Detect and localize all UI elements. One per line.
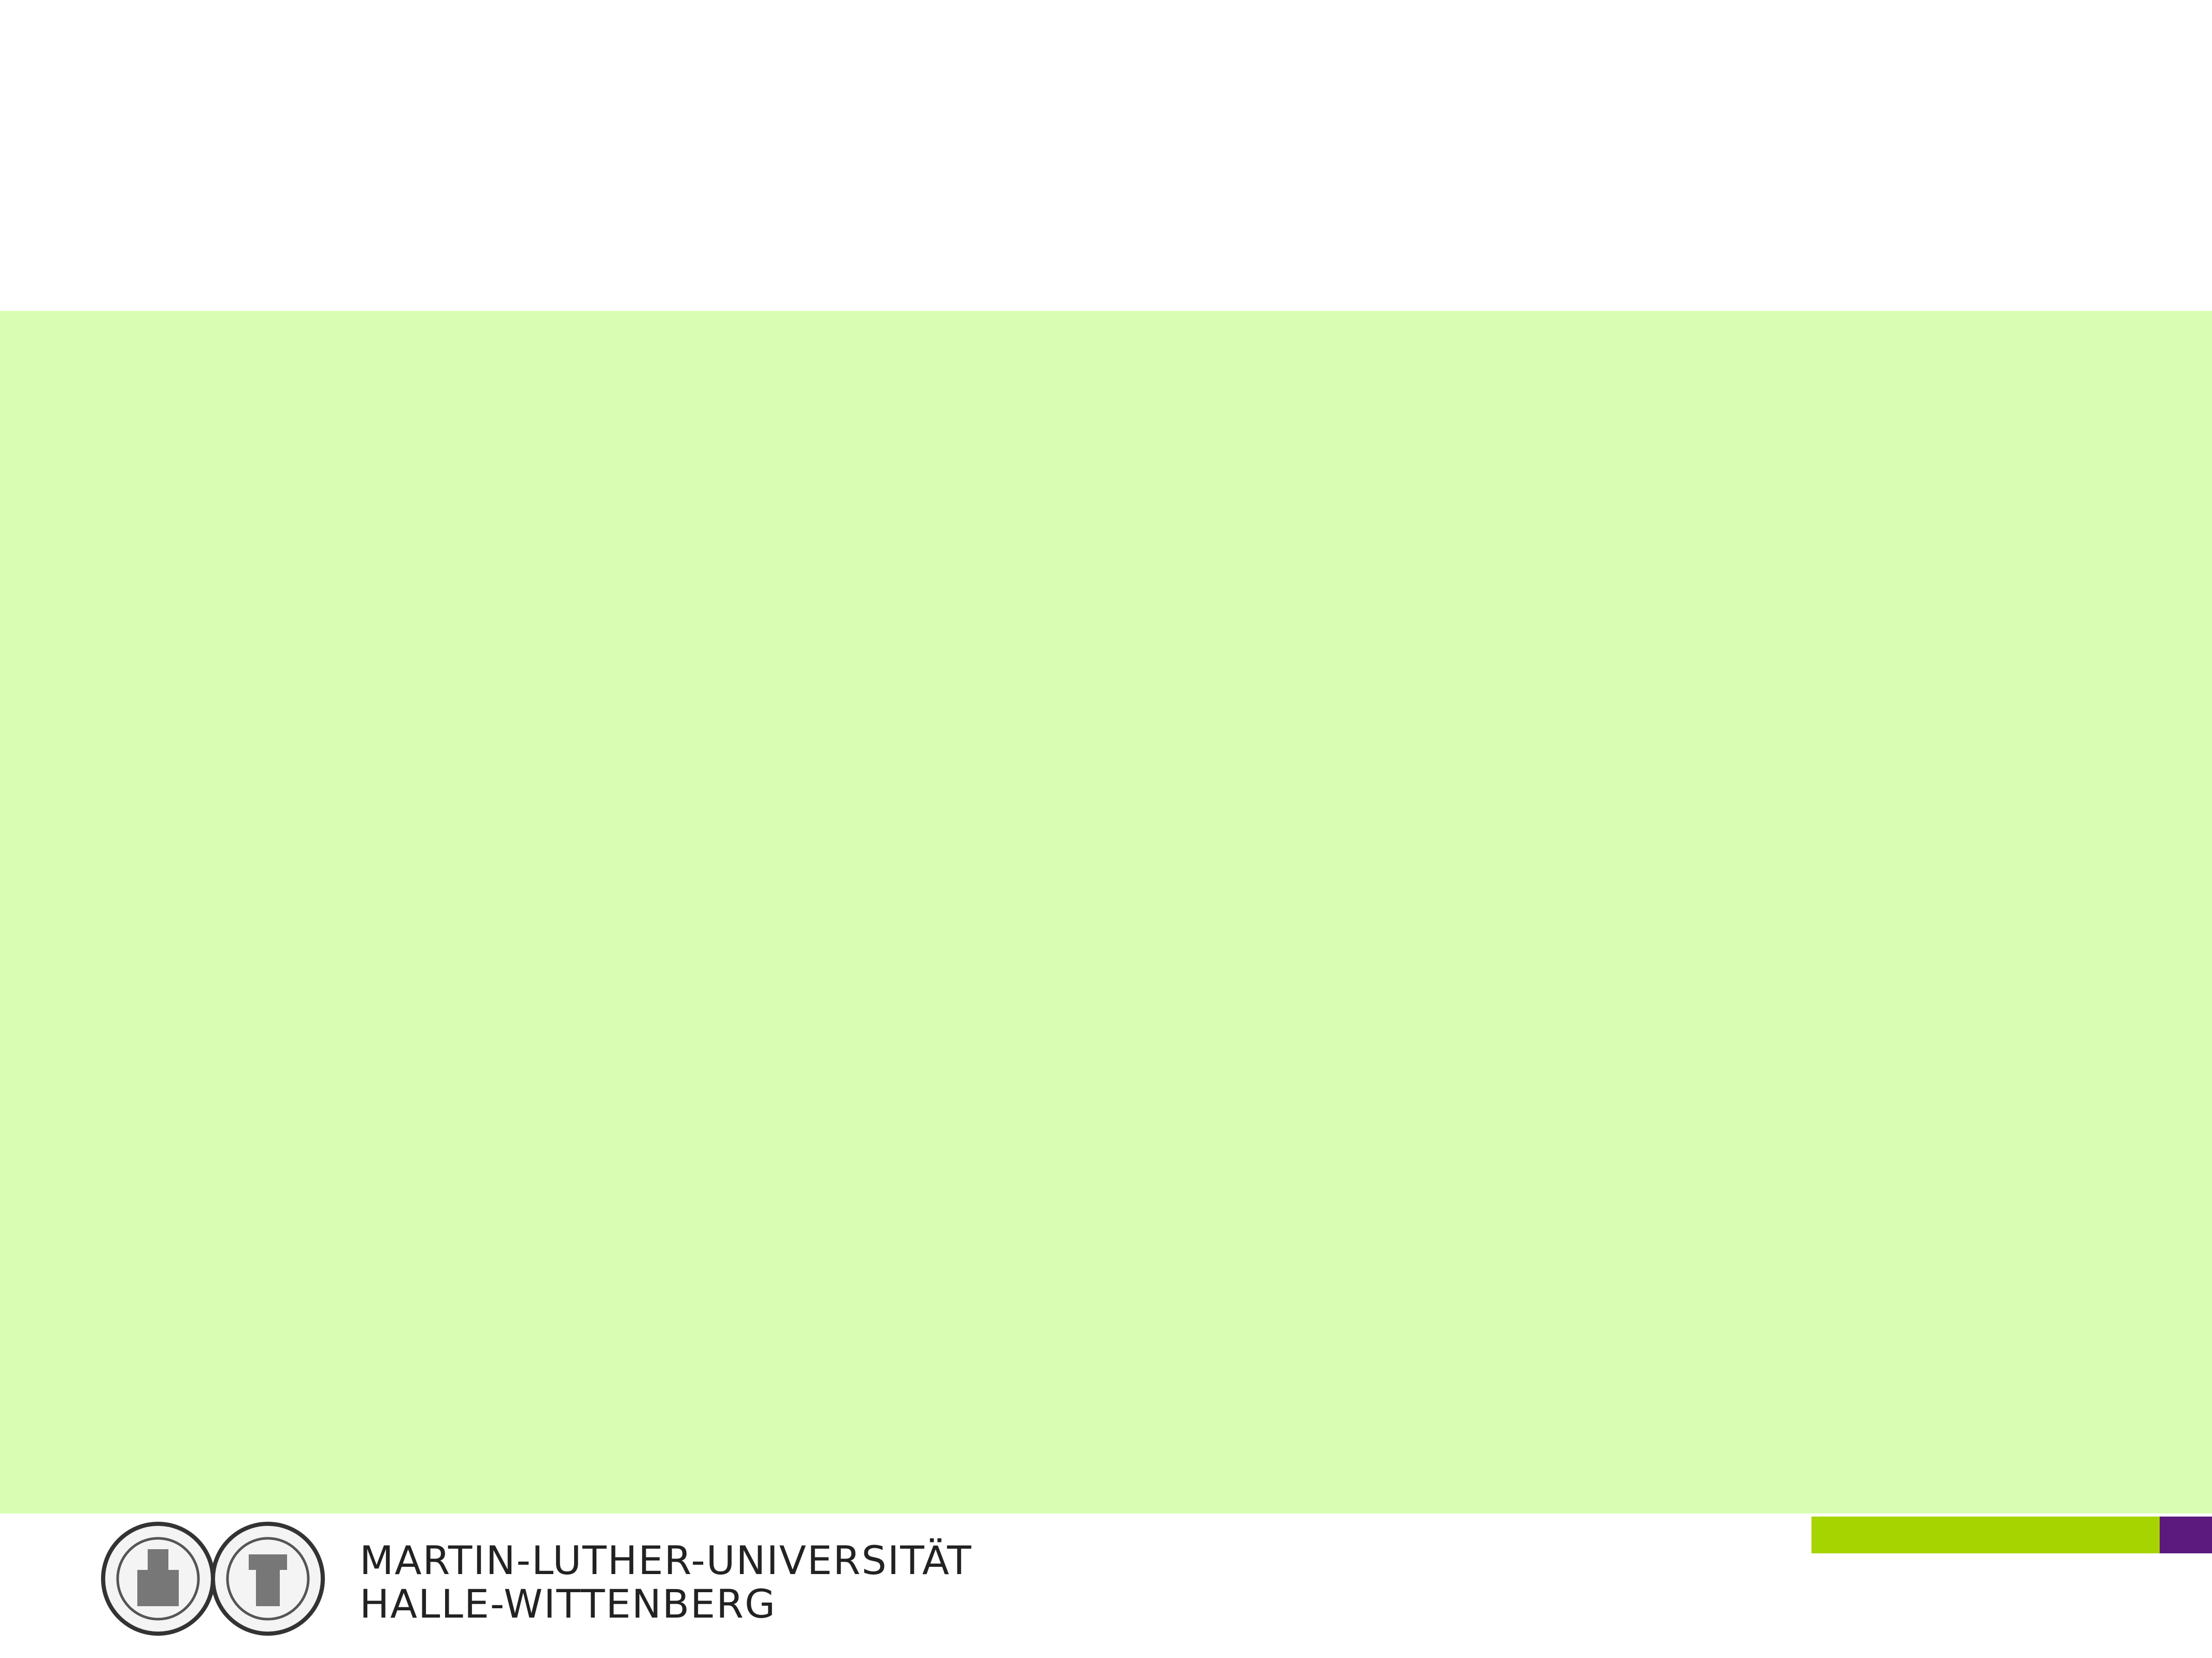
seal-figure <box>249 1554 287 1606</box>
accent-bar-purple <box>2160 1517 2212 1553</box>
logo-line: HALLE-WITTENBERG <box>360 1581 776 1627</box>
header-area <box>0 0 2212 311</box>
content-area <box>0 311 2212 1513</box>
seal-ring <box>226 1537 310 1621</box>
university-seals <box>101 1522 325 1636</box>
accent-bar-green <box>1811 1517 2160 1553</box>
logo-line: MARTIN-LUTHER-UNIVERSITÄT <box>360 1537 972 1583</box>
seal-ring <box>116 1537 200 1621</box>
seal-figure <box>137 1549 179 1606</box>
